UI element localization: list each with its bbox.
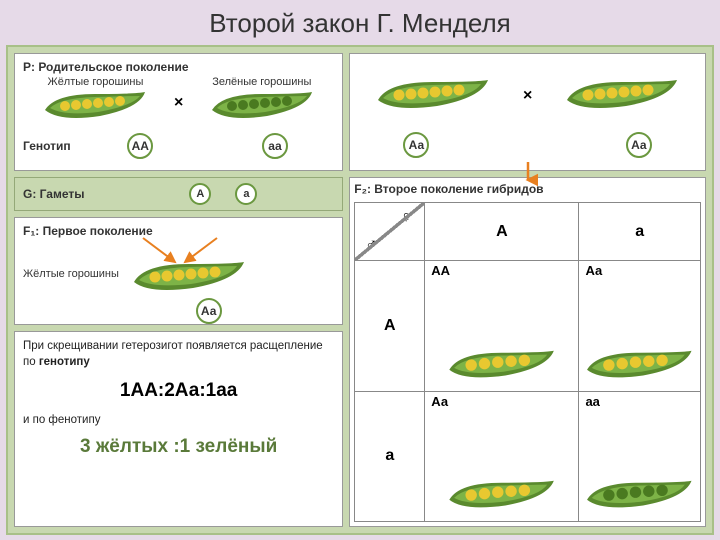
genotype-label: Генотип: [23, 139, 81, 153]
f2-parents-box: × Аа Аа: [349, 53, 706, 171]
ratio-box: При скрещивании гетерозигот появляется р…: [14, 331, 343, 527]
f2-geno-right: Аа: [626, 132, 652, 158]
gamete-a: а: [235, 183, 257, 205]
geno-AA: АА: [127, 133, 153, 159]
diagram-panel: P: Родительское поколение Жёлтые горошин…: [6, 45, 714, 535]
row-A: А: [355, 261, 425, 392]
f1-box: F₁: Первое поколение Жёлтые горошины: [14, 217, 343, 325]
punnett-corner: ♀ ♂: [355, 203, 425, 261]
pod-yellow-icon: [427, 347, 576, 389]
g-label: G: Гаметы: [23, 187, 85, 201]
page-title: Второй закон Г. Менделя: [0, 0, 720, 45]
row-a: а: [355, 391, 425, 522]
p-header: P: Родительское поколение: [23, 60, 334, 74]
gamete-A: А: [189, 183, 211, 205]
phenotype-ratio: 3 жёлтых :1 зелёный: [23, 436, 334, 458]
pod-yellow-icon: [581, 347, 698, 389]
bottom-line1: При скрещивании гетерозигот появляется р…: [23, 338, 334, 370]
pod-yellow-icon: [427, 477, 576, 519]
p-right-label: Зелёные горошины: [189, 76, 334, 88]
f2-geno-left: Аа: [403, 132, 429, 158]
pod-yellow-icon: [129, 258, 249, 296]
pod-yellow-icon: [562, 76, 682, 116]
genotype-ratio: 1АА:2Аа:1аа: [23, 380, 334, 402]
f1-pod-label: Жёлтые горошины: [23, 258, 129, 296]
col-A: А: [425, 203, 579, 261]
cell-aa: аа: [579, 391, 701, 522]
col-a: а: [579, 203, 701, 261]
f2-grid-box: F₂: Второе поколение гибридов ♀ ♂ А а А …: [349, 177, 706, 527]
female-symbol: ♀: [400, 209, 412, 227]
pod-green-icon: [581, 477, 698, 519]
cross-symbol: ×: [174, 94, 183, 112]
cell-AA: АА: [425, 261, 579, 392]
p-left-label: Жёлтые горошины: [23, 76, 168, 88]
gametes-box: G: Гаметы А а: [14, 177, 343, 211]
cross-symbol: ×: [523, 87, 532, 105]
bottom-line2: и по фенотипу: [23, 412, 334, 428]
p-generation-box: P: Родительское поколение Жёлтые горошин…: [14, 53, 343, 171]
punnett-square: ♀ ♂ А а А АА Аа: [354, 202, 701, 522]
cell-Aa1: Аа: [579, 261, 701, 392]
cell-Aa2: Аа: [425, 391, 579, 522]
pod-green-icon: [207, 88, 317, 124]
geno-aa: аа: [262, 133, 288, 159]
pod-yellow-icon: [40, 88, 150, 124]
arrow-down-icon: [518, 162, 538, 188]
geno-Aa: Аа: [196, 298, 222, 324]
pod-yellow-icon: [373, 76, 493, 116]
male-symbol: ♂: [365, 236, 377, 254]
